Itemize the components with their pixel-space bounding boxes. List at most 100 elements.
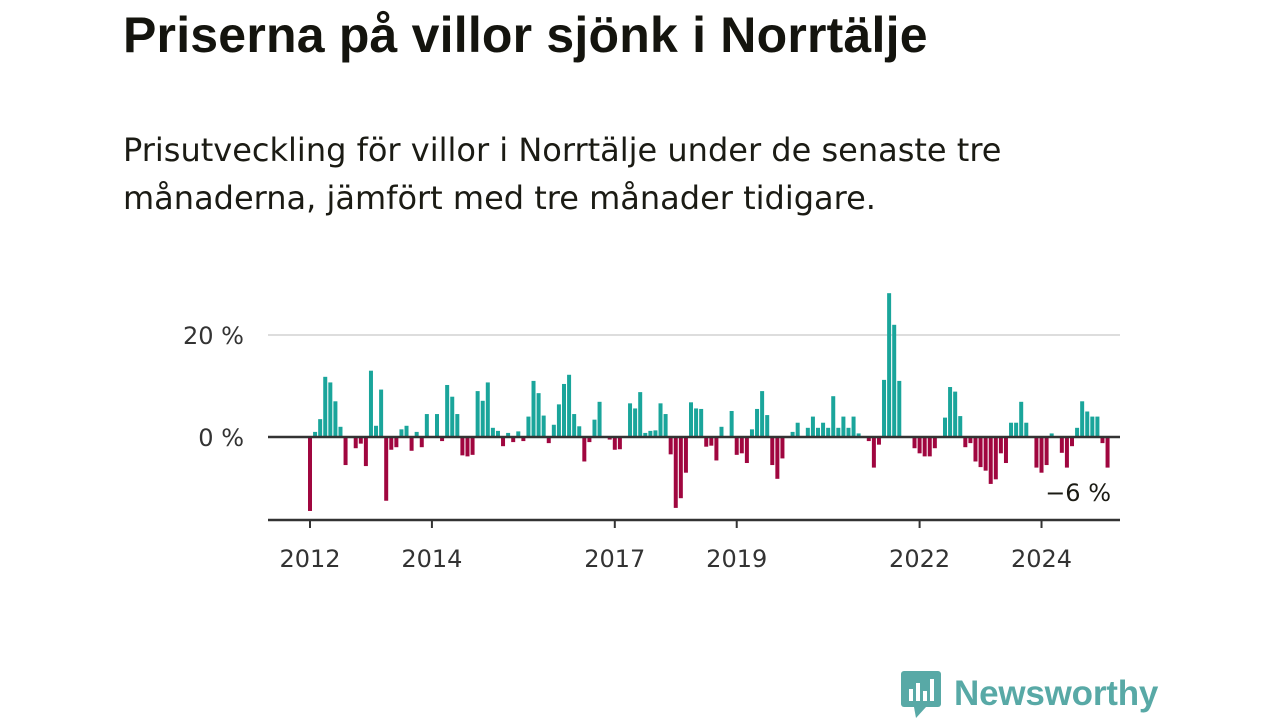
bar <box>368 370 373 437</box>
bar <box>790 431 795 437</box>
x-tick-label: 2022 <box>889 545 950 573</box>
bar <box>399 429 404 437</box>
bar <box>1019 401 1024 437</box>
bar <box>414 431 419 437</box>
bar <box>749 429 754 437</box>
bar <box>856 433 861 437</box>
bar <box>968 437 973 444</box>
bar <box>495 430 500 437</box>
bar <box>628 403 633 437</box>
bar <box>475 391 480 437</box>
bar <box>689 402 693 437</box>
bar <box>546 437 551 444</box>
bar <box>308 437 312 511</box>
bar <box>653 430 658 437</box>
bar <box>338 426 343 437</box>
bar <box>638 392 643 437</box>
bar <box>673 437 678 508</box>
bar <box>978 437 983 468</box>
bar <box>633 408 638 437</box>
bar <box>744 437 749 464</box>
newsworthy-logo: Newsworthy <box>900 668 1158 720</box>
bar <box>1085 411 1090 437</box>
bar <box>1095 416 1100 437</box>
bar <box>435 414 439 437</box>
bar <box>358 437 363 444</box>
bar <box>445 384 450 437</box>
bar <box>328 382 333 437</box>
bar <box>760 391 765 437</box>
bar <box>943 417 947 437</box>
bar <box>882 379 887 437</box>
bar <box>409 437 414 451</box>
bar <box>450 396 455 437</box>
x-tick-label: 2017 <box>584 545 645 573</box>
bar <box>353 437 358 449</box>
bar <box>470 437 475 455</box>
bar <box>770 437 775 466</box>
newsworthy-logo-icon <box>901 671 941 718</box>
bar <box>1075 427 1080 437</box>
bar <box>694 408 699 437</box>
bar <box>648 430 653 437</box>
bar <box>343 437 348 466</box>
bar <box>333 401 338 437</box>
bar <box>363 437 368 467</box>
bar <box>709 437 714 446</box>
bar <box>836 427 841 437</box>
bar <box>643 432 648 437</box>
bar <box>511 437 516 443</box>
chart-title: Priserna på villor sjönk i Norrtälje <box>123 7 928 63</box>
bar <box>816 427 820 437</box>
bar <box>1080 401 1085 437</box>
bar <box>1049 433 1054 437</box>
bar <box>983 437 988 471</box>
bar <box>871 437 876 468</box>
bar <box>668 437 673 455</box>
bar <box>658 403 663 437</box>
bar <box>932 437 937 449</box>
bar <box>993 437 998 480</box>
bar <box>597 401 602 437</box>
bar <box>424 414 429 437</box>
bar <box>998 437 1003 454</box>
bar <box>795 422 800 437</box>
bar <box>404 425 409 437</box>
bar <box>582 437 587 462</box>
bar <box>663 414 668 437</box>
bar <box>897 380 902 437</box>
bar <box>562 383 566 437</box>
bar <box>927 437 932 457</box>
chart-subtitle: Prisutveckling för villor i Norrtälje un… <box>123 131 1002 217</box>
bar <box>394 437 399 448</box>
bar <box>683 437 688 473</box>
bar <box>526 416 531 437</box>
x-tick-label: 2024 <box>1011 545 1072 573</box>
bar <box>973 437 978 462</box>
bar <box>485 382 490 437</box>
bar <box>953 391 958 437</box>
bar <box>821 422 826 437</box>
bar <box>1064 437 1069 468</box>
bar <box>810 416 815 437</box>
bar <box>831 396 836 437</box>
x-tick-label: 2014 <box>401 545 462 573</box>
axis-layer: 0 % 20 % 2012 2014 2017 2019 2022 2024 −6 % <box>183 322 1120 573</box>
bar <box>1059 437 1064 453</box>
bar <box>780 437 785 459</box>
bar <box>765 415 770 437</box>
bar <box>775 437 780 479</box>
bar <box>1024 422 1029 437</box>
bar <box>567 374 572 437</box>
bar <box>572 414 577 437</box>
bar <box>755 408 760 437</box>
bar <box>866 437 871 442</box>
bar <box>318 419 323 437</box>
bar <box>506 432 511 437</box>
bar <box>551 424 556 437</box>
bar <box>1044 437 1049 466</box>
bar <box>521 437 526 442</box>
bar <box>963 437 968 448</box>
bar <box>1090 416 1095 437</box>
